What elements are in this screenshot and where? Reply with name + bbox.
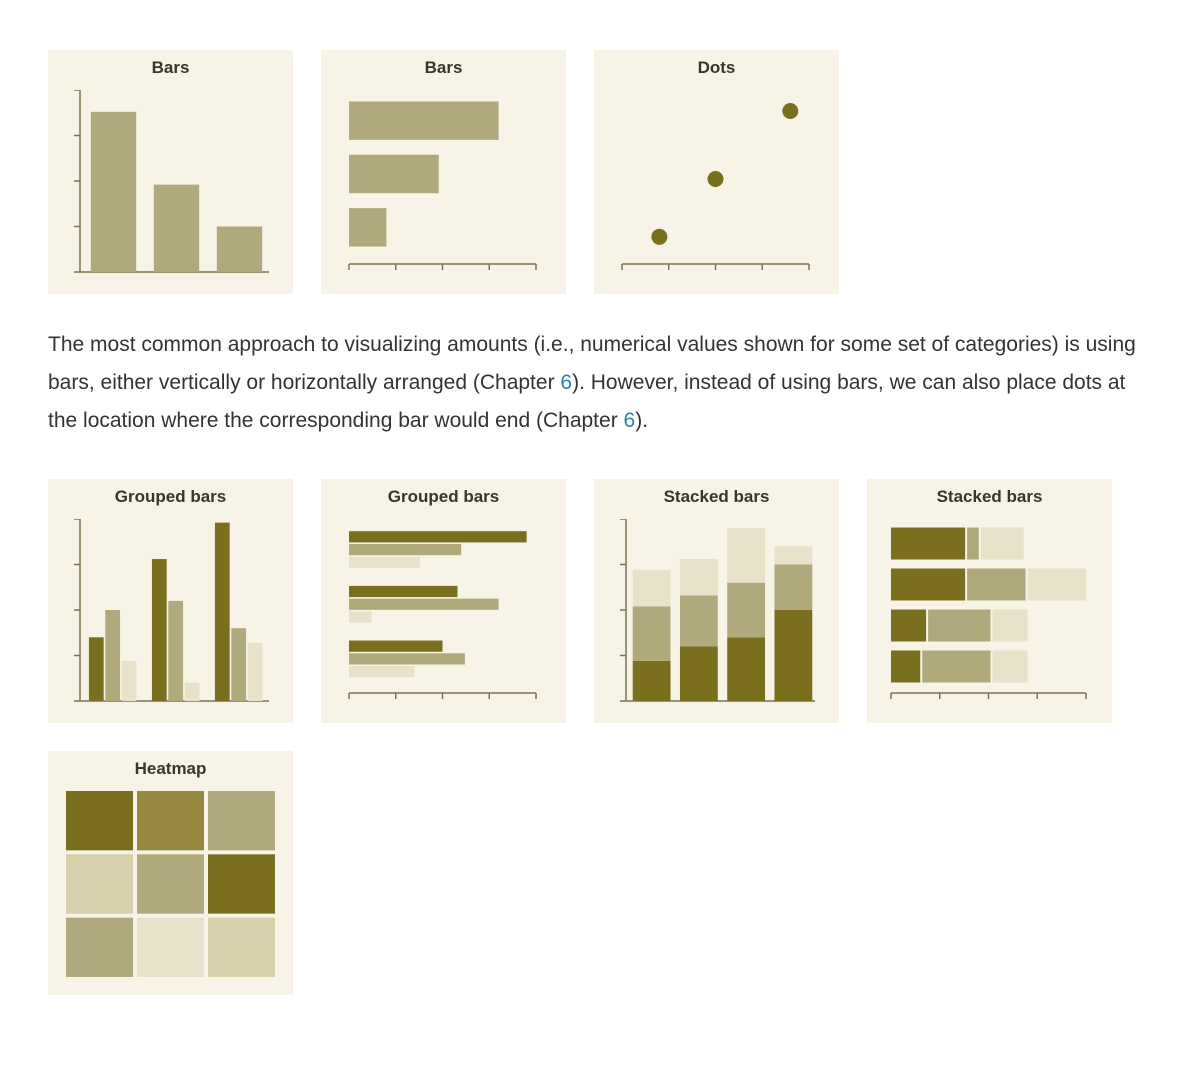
panel-title: Dots <box>594 58 839 78</box>
panel-title: Bars <box>321 58 566 78</box>
row-1: Bars Bars Dots <box>48 50 1152 294</box>
chart-bars-horizontal <box>339 90 548 276</box>
panel-title: Bars <box>48 58 293 78</box>
panel-stacked-horizontal: Stacked bars <box>867 479 1112 723</box>
panel-dots: Dots <box>594 50 839 294</box>
chart-dots <box>612 90 821 276</box>
panel-title: Stacked bars <box>867 487 1112 507</box>
chart-stacked-vertical <box>612 519 821 705</box>
body-paragraph: The most common approach to visualizing … <box>48 326 1152 439</box>
row-2: Grouped bars Grouped bars Stacked bars S… <box>48 479 1152 723</box>
chart-heatmap <box>66 791 275 977</box>
chart-bars-vertical <box>66 90 275 276</box>
panel-title: Grouped bars <box>48 487 293 507</box>
panel-title: Grouped bars <box>321 487 566 507</box>
panel-bars-horizontal: Bars <box>321 50 566 294</box>
paragraph-text: ). <box>635 409 648 432</box>
panel-title: Stacked bars <box>594 487 839 507</box>
panel-grouped-vertical: Grouped bars <box>48 479 293 723</box>
chart-stacked-horizontal <box>885 519 1094 705</box>
chart-grouped-vertical <box>66 519 275 705</box>
page-root: Bars Bars Dots The most common approach … <box>0 0 1200 1073</box>
chapter-link[interactable]: 6 <box>624 409 636 432</box>
panel-title: Heatmap <box>48 759 293 779</box>
chapter-link[interactable]: 6 <box>560 371 572 394</box>
chart-grouped-horizontal <box>339 519 548 705</box>
panel-heatmap: Heatmap <box>48 751 293 995</box>
row-3: Heatmap <box>48 751 1152 995</box>
panel-grouped-horizontal: Grouped bars <box>321 479 566 723</box>
panel-stacked-vertical: Stacked bars <box>594 479 839 723</box>
panel-bars-vertical: Bars <box>48 50 293 294</box>
